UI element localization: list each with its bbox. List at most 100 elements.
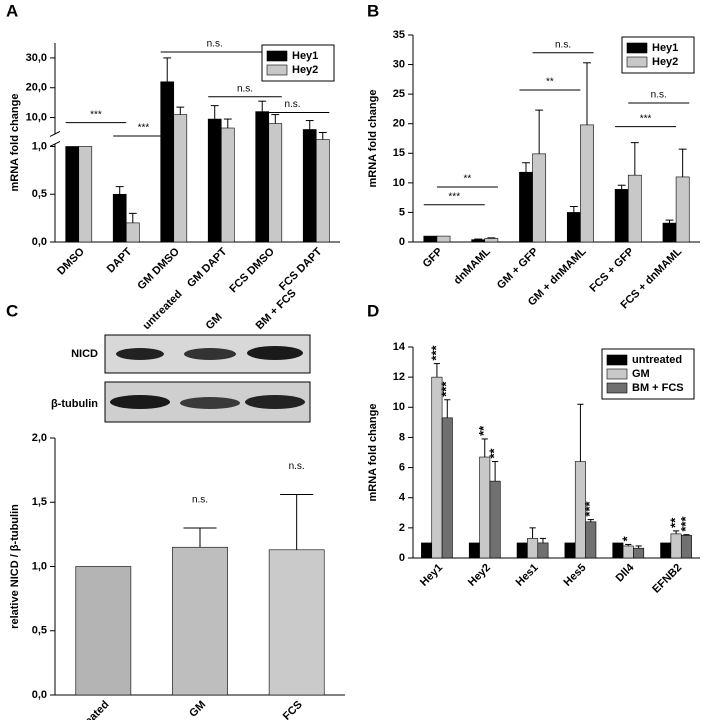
bar [268, 123, 283, 243]
legend-swatch [266, 64, 288, 76]
bar [627, 174, 642, 243]
blot-band [110, 395, 170, 409]
bar [78, 146, 93, 243]
bar [220, 127, 235, 243]
y-tick-label: 6 [399, 461, 405, 473]
y-tick-label: 35 [393, 29, 405, 41]
bar [315, 139, 330, 243]
x-tick-label: dnMAML [452, 245, 494, 287]
bar [660, 542, 672, 559]
bar [468, 542, 480, 559]
bar [484, 238, 499, 243]
x-tick-label: GM DMSO [135, 245, 182, 292]
y-tick-label: 1,0 [32, 560, 47, 572]
western-blot: NICD β-tubulin untreated GM BM + FCS [51, 287, 311, 423]
significance-label: n.s. [284, 99, 300, 110]
x-tick-label: Hes1 [514, 562, 541, 589]
x-tick-label: FCS DMSO [227, 245, 277, 295]
y-tick-label: 15 [393, 147, 405, 159]
x-tick-label: Dll4 [614, 561, 637, 584]
bar [516, 542, 528, 559]
x-tick-label: GM [187, 699, 208, 720]
bar [172, 546, 228, 696]
bar [662, 222, 677, 243]
legend-label: Hey1 [652, 42, 678, 54]
blot-band [116, 348, 164, 360]
legend-swatch [606, 354, 628, 366]
bar [537, 542, 549, 559]
bar [680, 535, 692, 559]
bar [527, 538, 539, 559]
x-tick-label: untreated [68, 699, 112, 720]
y-axis-label: relative NICD / β-tubulin [9, 504, 21, 629]
bar [471, 239, 486, 243]
bar [255, 111, 270, 243]
blot-row-label: NICD [71, 348, 98, 360]
panel-letter: C [6, 301, 18, 320]
significance-label: ** [476, 425, 491, 436]
bar [441, 417, 453, 559]
y-tick-label: 1,0 [32, 140, 47, 152]
legend-swatch [606, 368, 628, 380]
y-tick-label: 2,0 [32, 432, 47, 444]
significance-label: n.s. [207, 39, 223, 50]
significance-label: *** [448, 191, 460, 202]
y-tick-label: 0,0 [32, 689, 47, 701]
significance-label: *** [428, 344, 443, 360]
blot-band [245, 395, 305, 409]
significance-label: ** [546, 77, 554, 88]
x-tick-label: GM + GFP [495, 246, 541, 292]
bar [670, 533, 682, 559]
y-tick-label: 10,0 [26, 111, 47, 123]
x-tick-label: FCS + GFP [588, 246, 637, 295]
y-axis-label: mRNA fold change [9, 94, 21, 192]
bar [112, 193, 127, 243]
x-tick-label: GM DAPT [185, 246, 230, 291]
bar [622, 545, 634, 559]
blot-band [184, 348, 236, 360]
significance-label: *** [138, 123, 150, 134]
significance-label: n.s. [289, 461, 305, 472]
significance-label: *** [640, 113, 652, 124]
axis-break [49, 131, 61, 137]
x-tick-label: DAPT [105, 245, 135, 275]
bar [675, 176, 690, 243]
bar [125, 222, 140, 243]
significance-label: *** [582, 500, 597, 516]
bar [612, 542, 624, 559]
y-tick-label: 0,0 [32, 236, 47, 248]
y-tick-label: 0 [399, 552, 405, 564]
significance-label: n.s. [651, 90, 667, 101]
y-tick-label: 0,5 [32, 625, 47, 637]
bar [421, 542, 433, 559]
blot-band [247, 346, 303, 360]
blot-row-label: β-tubulin [51, 398, 98, 410]
significance-label: n.s. [237, 83, 253, 94]
bar [423, 235, 438, 243]
significance-label: n.s. [192, 495, 208, 506]
panel-letter: D [367, 301, 379, 320]
significance-label: ** [464, 174, 472, 185]
legend-label: Hey1 [292, 50, 318, 62]
bar [580, 124, 594, 243]
legend-label: Hey2 [652, 56, 678, 68]
y-tick-label: 12 [393, 371, 405, 383]
y-tick-label: 30,0 [26, 52, 47, 64]
y-tick-label: 8 [399, 431, 405, 443]
x-tick-label: FCS DAPT [277, 245, 325, 293]
y-tick-label: 1,5 [32, 496, 47, 508]
legend-swatch [266, 50, 288, 62]
y-tick-label: 14 [393, 341, 406, 353]
bar [75, 566, 132, 696]
bar [431, 376, 443, 559]
x-tick-label: DMSO [55, 245, 87, 277]
y-axis-label: mRNA fold change [367, 404, 379, 502]
y-tick-label: 30 [393, 58, 405, 70]
blot-lane-label: untreated [141, 288, 185, 332]
bar [207, 118, 222, 243]
y-tick-label: 10 [393, 401, 405, 413]
y-tick-label: 0 [399, 236, 405, 248]
x-tick-label: EFNB2 [650, 562, 684, 596]
legend-swatch [626, 56, 648, 68]
